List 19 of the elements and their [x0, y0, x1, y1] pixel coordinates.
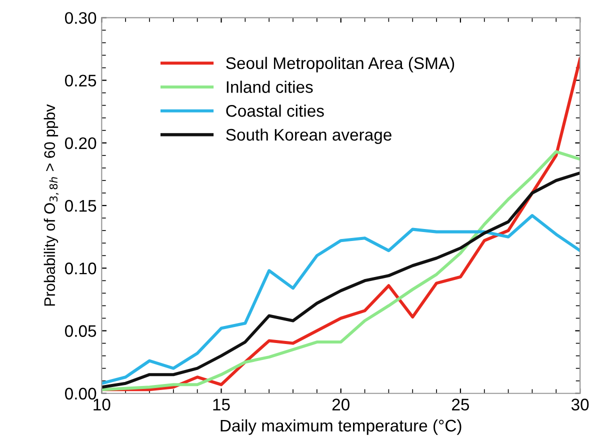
x-tick-label: 25 — [452, 398, 470, 410]
y-tick-label: 0.00 — [65, 388, 96, 400]
x-tick-label: 20 — [332, 398, 350, 410]
legend-label: South Korean average — [226, 128, 392, 144]
legend-label: Inland cities — [226, 80, 313, 93]
y-tick-label: 0.10 — [65, 262, 96, 274]
y-tick-label: 0.25 — [65, 74, 96, 86]
y-axis-title: Probability of O$_{3,8h}$ > 60 ppbv — [44, 104, 59, 306]
y-tick-label: 0.05 — [65, 325, 96, 337]
line-series — [102, 214, 580, 385]
x-axis-title: Daily maximum temperature (°C) — [220, 419, 462, 435]
y-tick-label: 0.15 — [65, 200, 96, 212]
legend-label: Coastal cities — [226, 104, 324, 117]
x-tick-label: 15 — [213, 398, 230, 410]
y-tick-label: 0.30 — [65, 12, 96, 24]
legend-label: Seoul Metropolitan Area (SMA) — [226, 56, 454, 72]
y-tick-label: 0.20 — [65, 137, 96, 150]
x-tick-label: 10 — [94, 398, 110, 410]
x-tick-label: 30 — [571, 398, 589, 410]
